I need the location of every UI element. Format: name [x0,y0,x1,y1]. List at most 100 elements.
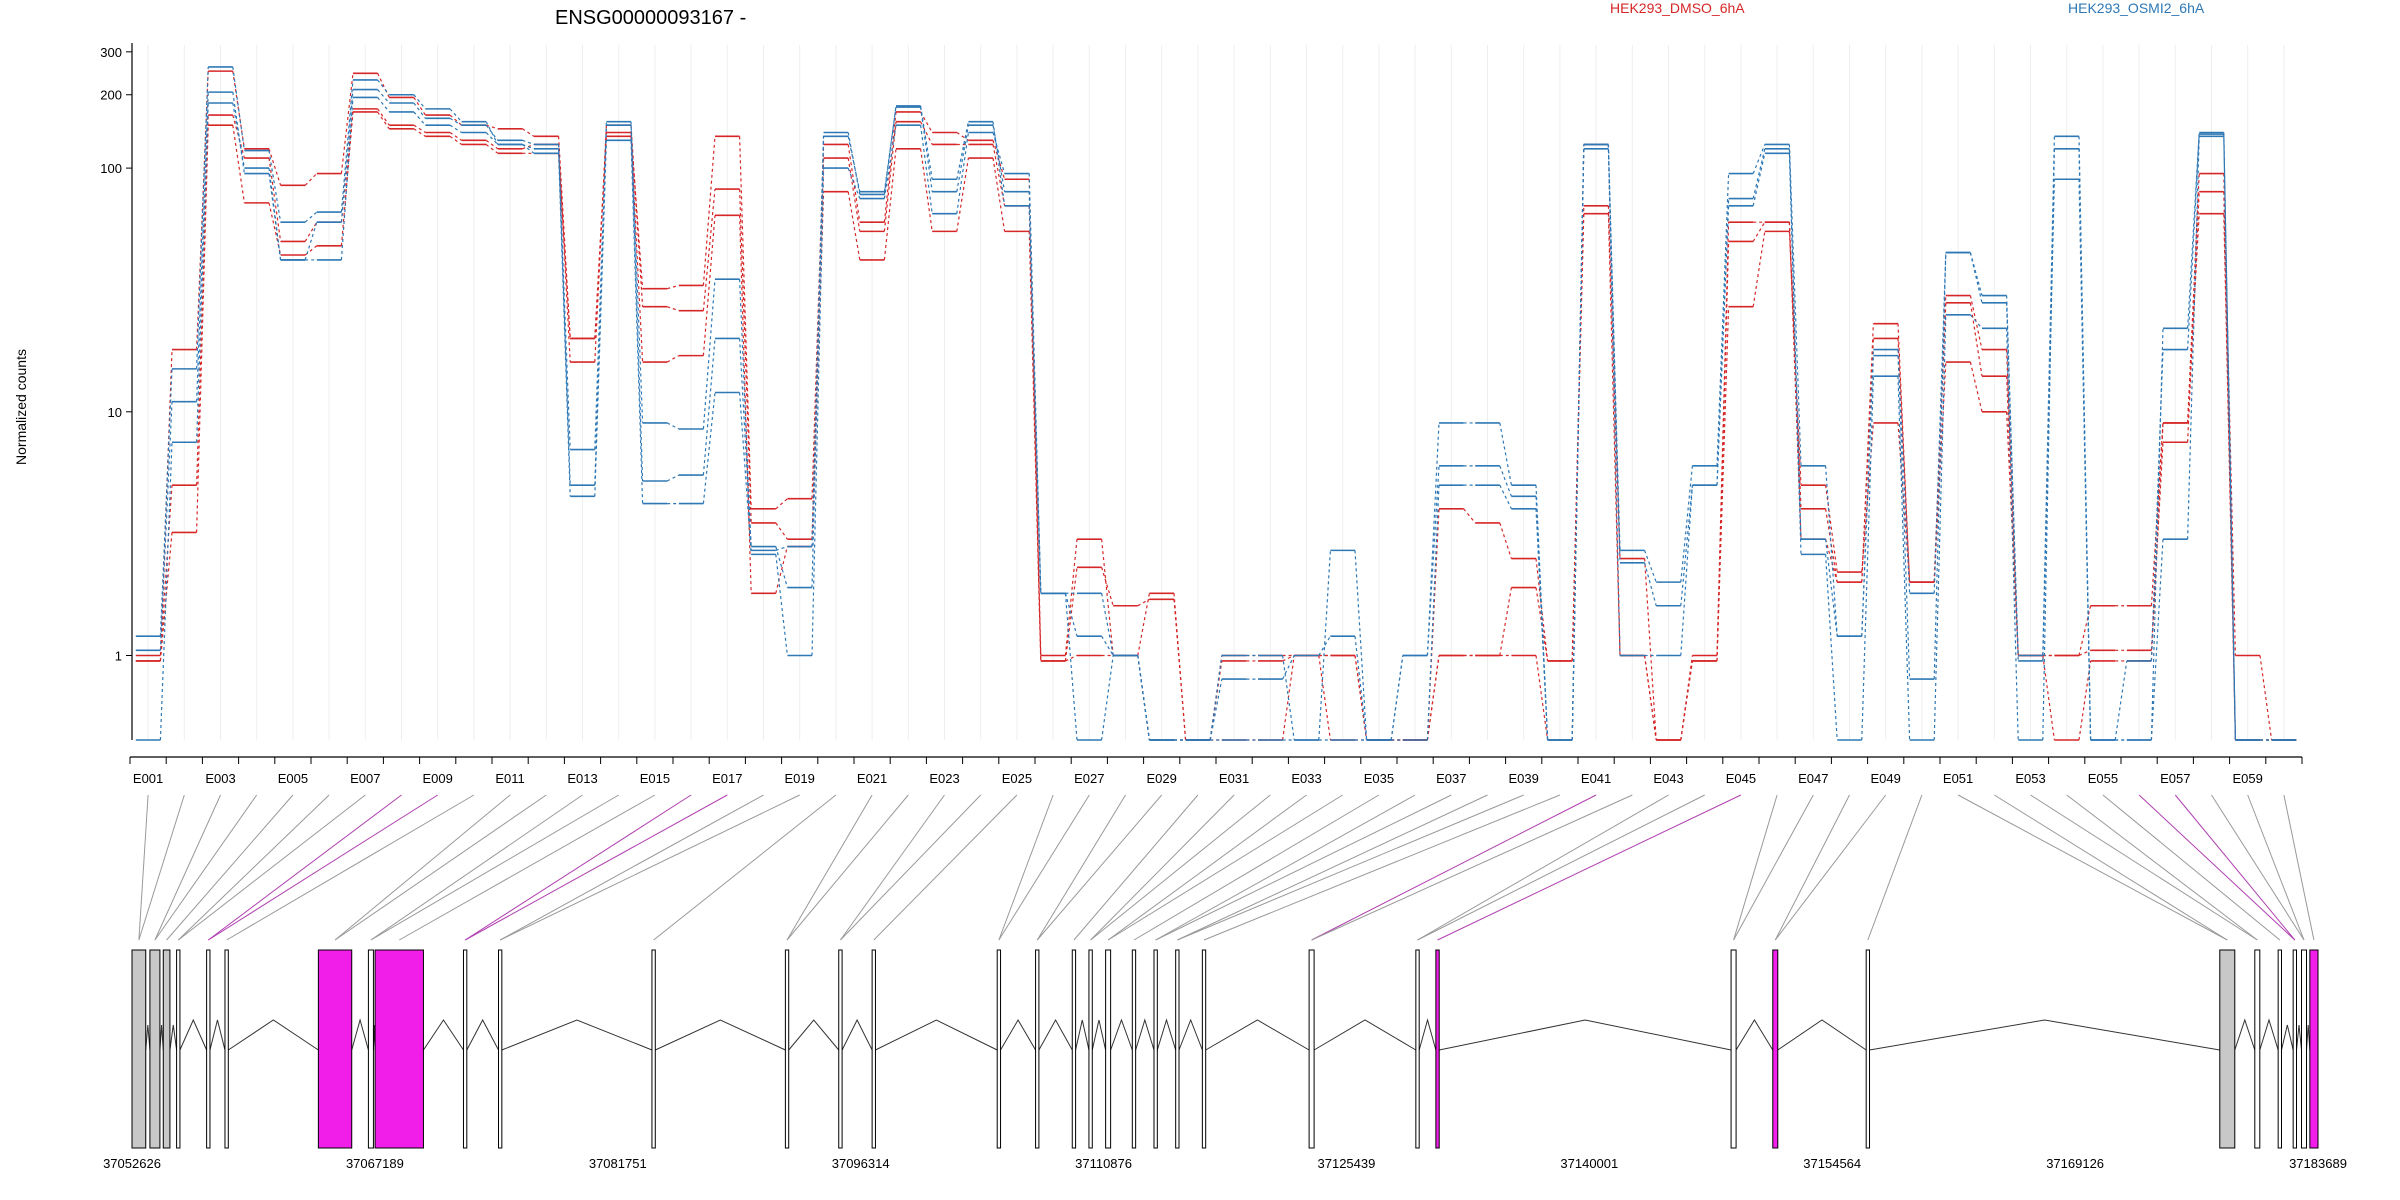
exon-block [1201,949,1207,1149]
legend-entry-osmi: HEK293_OSMI2_6hA [2068,0,2205,16]
exon-connector [1107,794,1343,941]
exon-block [131,949,147,1149]
series-connector [232,92,245,174]
series-connector [1825,539,1838,637]
series-connector [1535,508,1549,741]
intron [841,1018,873,1051]
series-connector [1716,241,1730,661]
series-connector [1426,485,1440,741]
series-connector [268,157,282,242]
series-connector [594,125,607,486]
series-connector [2187,213,2200,423]
series-connector [1101,539,1114,656]
series-connector [1282,654,1295,662]
exon-block [1131,949,1137,1149]
exon-block [162,949,171,1149]
series-connector [340,111,354,246]
exon-connector [226,794,475,941]
series-connector [377,97,390,113]
exon-tick-label: E045 [1726,771,1756,786]
series-connector [847,144,861,223]
series-connector [775,554,788,656]
series-connector [485,121,499,145]
series-connector [1969,361,1983,412]
exon-block [1435,949,1440,1149]
exon-connector [1437,794,1742,941]
exon-block [2301,949,2308,1149]
exon-block [176,949,181,1149]
series-connector [1282,655,1295,741]
exon-block [1415,949,1420,1149]
exon-block [149,949,161,1149]
exon-tick-label: E021 [857,771,887,786]
series-connector [304,211,318,223]
series-connector [1318,550,1331,741]
series-connector [1680,465,1693,583]
genomic-tick-label: 37169126 [2046,1156,2104,1171]
exon-connector [499,794,764,941]
exon-connector [1311,794,1597,941]
series-connector [413,124,426,133]
gene-model [131,949,2319,1149]
series-connector [1933,314,1947,741]
series-connector [449,131,462,141]
series-connector [1499,465,1512,497]
series-connector [340,79,354,213]
series-connector [2042,148,2055,741]
intron [2234,1018,2256,1051]
series-connector [2223,134,2236,741]
series-connector [2078,148,2092,741]
series-connector [1644,558,1657,741]
series-connector [304,221,318,242]
series-connector [1933,362,1947,583]
exon-block [784,949,790,1149]
exon-connector [2283,794,2315,941]
intron [145,1024,151,1051]
series-connector [1861,338,1874,583]
exon-connector [1417,794,1705,941]
exon-connectors [138,794,2315,941]
series-connector [847,191,861,261]
series-connector [883,125,897,199]
series-connector [920,111,933,133]
exon-connector [873,794,1018,941]
intron [2281,1024,2294,1051]
series-connector [558,144,571,486]
series-connector [775,546,788,594]
intron [1869,1019,2220,1051]
series-connector [2259,655,2273,741]
exon-block [2292,949,2298,1149]
x-gridlines [147,45,2285,740]
series-connector [2006,295,2019,656]
intron [1418,1018,1437,1051]
series-connector [1825,554,1838,741]
intron [1091,1019,1107,1051]
exon-connector [1774,794,1850,941]
exon-connector [1090,794,1271,941]
series-connector [1535,655,1549,741]
series-connector [1680,485,1693,656]
legend-entry-dmso: HEK293_DMSO_6hA [1610,0,1745,16]
intron [1205,1019,1310,1051]
intron [1777,1019,1867,1051]
series-connector [1897,338,1911,583]
exon-block [996,949,1002,1149]
series-connector [883,121,897,232]
series-connector [1897,323,1911,583]
genomic-tick-label: 37140001 [1560,1156,1618,1171]
intron [1135,1018,1155,1051]
exon-block [1865,949,1871,1149]
exon-connector [2030,794,2258,941]
genomic-tick-label: 37110876 [1075,1156,1132,1171]
series-connector [1064,593,1078,741]
exon-connector [1733,794,1778,941]
exon-block [838,949,843,1149]
exon-connector [334,794,547,941]
intron [351,1018,369,1051]
exon-tick-label: E027 [1074,771,1104,786]
exon-connector [840,794,982,941]
series-connector [667,284,679,290]
series-connector [304,221,318,261]
series-connector [702,189,716,311]
genomic-tick-label: 37125439 [1318,1156,1376,1171]
